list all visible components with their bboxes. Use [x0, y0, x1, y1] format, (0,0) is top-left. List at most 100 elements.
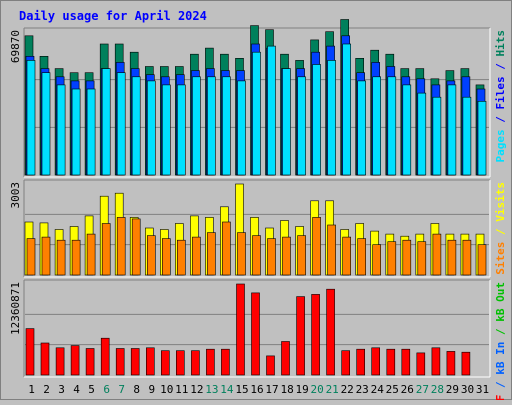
day-label-6: 6 — [103, 383, 110, 396]
bar-kb-f-day-2 — [40, 342, 50, 376]
panel-series-label: kB F / kB In / kB Out — [494, 282, 507, 400]
day-label-29: 29 — [446, 383, 459, 396]
bar-pages-day-16 — [252, 51, 261, 176]
bar-kb-f-day-17 — [266, 355, 275, 376]
bar-kb-f-day-26 — [401, 348, 411, 376]
bar-kb-f-day-28 — [431, 347, 441, 376]
day-label-7: 7 — [118, 383, 125, 396]
bar-pages-day-17 — [267, 45, 276, 176]
bar-kb-f-day-18 — [281, 341, 290, 376]
bar-pages-day-12 — [192, 76, 201, 176]
bar-sites-day-1 — [26, 238, 36, 276]
bar-pages-day-5 — [86, 88, 96, 176]
series-label-part: / — [494, 110, 507, 130]
bar-kb-f-day-7 — [115, 348, 125, 376]
day-label-17: 17 — [265, 383, 278, 396]
bar-sites-day-4 — [71, 239, 81, 276]
day-label-25: 25 — [386, 383, 399, 396]
series-label-part: / — [494, 57, 507, 77]
day-label-10: 10 — [160, 383, 173, 396]
bar-sites-day-5 — [86, 233, 96, 276]
series-label-part: Files — [494, 76, 507, 109]
chart-title: Daily usage for April 2024 — [19, 9, 207, 23]
series-label-part: Visits — [494, 182, 507, 222]
bar-kb-f-day-11 — [176, 350, 185, 376]
day-label-31: 31 — [476, 383, 489, 396]
bar-kb-f-day-20 — [311, 294, 320, 376]
bar-kb-f-day-9 — [146, 347, 155, 376]
bar-sites-day-14 — [222, 221, 231, 276]
x-axis-labels: 1 2 3 4 5 6 7 8 9 10 11 12 13 14 15 16 17 18 19 20 21 22 23 24 2… — [28, 383, 489, 396]
day-label-20: 20 — [310, 383, 323, 396]
bar-sites-day-16 — [252, 235, 261, 276]
bar-pages-day-8 — [131, 76, 141, 176]
bar-pages-day-25 — [387, 76, 397, 176]
bar-kb-f-day-6 — [100, 337, 110, 376]
series-label-part: Pages — [494, 129, 507, 162]
series-label-part: / — [494, 322, 507, 342]
bar-kb-f-day-4 — [70, 345, 80, 376]
bar-pages-day-6 — [101, 68, 111, 176]
bar-kb-f-day-30 — [461, 351, 471, 376]
bar-sites-day-20 — [312, 217, 321, 276]
bar-pages-day-26 — [402, 84, 412, 176]
bar-sites-day-19 — [297, 235, 306, 276]
bar-kb-f-day-8 — [130, 348, 140, 376]
bar-pages-day-18 — [282, 68, 291, 176]
bar-pages-day-28 — [432, 96, 442, 176]
panel-kbytes: 12360871 kB F / kB In / kB Out — [9, 279, 507, 405]
bar-kb-f-day-3 — [55, 347, 65, 376]
bar-kb-f-day-14 — [221, 348, 230, 376]
bar-pages-day-29 — [447, 84, 457, 176]
day-label-22: 22 — [341, 383, 354, 396]
panel-series-label: Pages / Files / Hits — [494, 30, 507, 163]
panel-max-label: 69870 — [9, 30, 22, 63]
bar-pages-day-10 — [162, 84, 171, 176]
bar-kb-f-day-21 — [326, 288, 335, 376]
panel-visits-sites: 3003 Sites / Visits — [9, 179, 507, 278]
day-label-8: 8 — [133, 383, 140, 396]
day-label-28: 28 — [431, 383, 444, 396]
bar-pages-day-15 — [237, 80, 246, 176]
bar-sites-day-28 — [432, 233, 442, 276]
bar-pages-day-20 — [312, 64, 321, 176]
bar-sites-day-13 — [207, 232, 216, 276]
bar-kb-f-day-13 — [206, 348, 215, 376]
bar-pages-day-23 — [357, 80, 367, 176]
bar-sites-day-9 — [147, 235, 156, 276]
day-label-14: 14 — [220, 383, 234, 396]
bar-pages-day-13 — [207, 76, 216, 176]
day-label-5: 5 — [88, 383, 95, 396]
bar-sites-day-24 — [372, 244, 382, 276]
bar-kb-f-day-1 — [25, 328, 35, 376]
bar-sites-day-3 — [56, 239, 66, 276]
bar-pages-day-22 — [342, 43, 352, 176]
bar-sites-day-25 — [387, 241, 397, 276]
bar-pages-day-31 — [477, 101, 487, 176]
bar-pages-day-3 — [56, 84, 66, 176]
day-label-27: 27 — [416, 383, 429, 396]
panel-series-label: Sites / Visits — [494, 182, 507, 275]
bar-pages-day-19 — [297, 76, 306, 176]
panel-hits-files-pages: 69870 Pages / Files / Hits — [9, 19, 507, 178]
day-label-30: 30 — [461, 383, 474, 396]
bar-sites-day-27 — [417, 241, 427, 276]
bar-sites-day-29 — [447, 239, 457, 276]
day-label-15: 15 — [235, 383, 248, 396]
day-label-16: 16 — [250, 383, 263, 396]
day-label-9: 9 — [148, 383, 155, 396]
day-label-2: 2 — [43, 383, 50, 396]
bar-kb-f-day-29 — [446, 351, 456, 376]
day-label-18: 18 — [280, 383, 293, 396]
bar-pages-day-4 — [71, 88, 81, 176]
series-label-part: Hits — [494, 30, 507, 57]
bar-kb-f-day-15 — [236, 283, 245, 376]
bar-pages-day-2 — [41, 72, 51, 176]
bar-sites-day-23 — [357, 238, 367, 276]
bar-kb-f-day-10 — [161, 350, 170, 376]
bar-sites-day-10 — [162, 238, 171, 276]
bar-kb-f-day-23 — [356, 348, 366, 376]
bar-pages-day-21 — [327, 60, 336, 176]
bar-pages-day-9 — [147, 80, 156, 176]
